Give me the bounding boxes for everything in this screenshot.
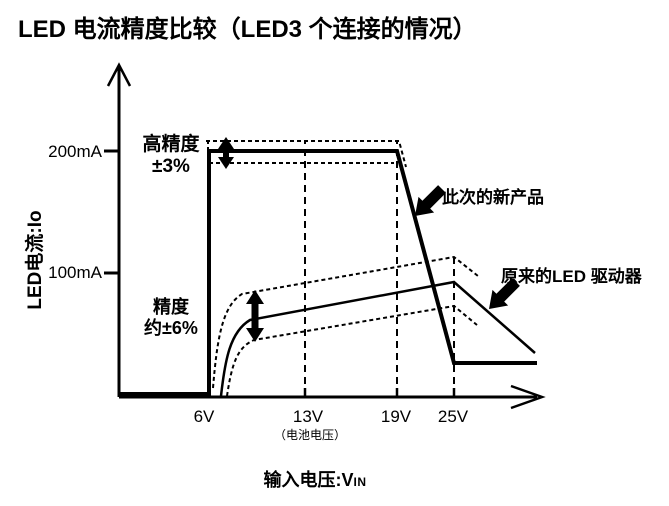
x-axis-label: 输入电压:VIN	[230, 466, 400, 492]
old-driver-pointer-arrow-icon	[489, 278, 520, 309]
x-axis	[119, 384, 546, 410]
high-precision-annotation: 高精度 ±3%	[134, 134, 208, 178]
new-product-pointer-arrow-icon	[415, 185, 446, 216]
x-tick-label-19v: 19V	[380, 407, 412, 426]
y-axis-arrowhead-icon	[106, 62, 132, 87]
page-title: LED 电流精度比较（LED3 个连接的情况）	[18, 16, 477, 43]
tolerance-arrow-3pct-icon	[218, 137, 234, 169]
high-precision-line1: 高精度	[142, 134, 200, 155]
x-tick-label-6v: 6V	[193, 407, 215, 426]
battery-voltage-note: （电池电压）	[273, 428, 346, 442]
x-tick-label-25v: 25V	[437, 407, 469, 426]
high-precision-line2: ±3%	[152, 156, 190, 177]
tolerance-arrow-6pct-icon	[246, 290, 264, 342]
x-axis-label-subscript: IN	[353, 475, 367, 489]
new-product-curve	[120, 149, 537, 396]
x-axis-label-text: 输入电压:V	[263, 470, 354, 490]
y-axis	[104, 62, 132, 397]
y-tick-label-200ma: 200mA	[48, 142, 102, 161]
y-tick-label-100ma: 100mA	[48, 263, 102, 282]
x-axis-arrowhead-icon	[510, 384, 546, 410]
x-tick-label-13v: 13V	[292, 407, 324, 426]
precision-annotation: 精度 约±6%	[136, 297, 206, 339]
y-axis-label: LED电流:Io	[25, 210, 46, 310]
old-driver-label: 原来的LED 驱动器	[501, 267, 642, 286]
old-driver-curve	[219, 280, 536, 397]
precision-line1: 精度	[153, 297, 189, 317]
new-product-label: 此次的新产品	[442, 188, 544, 207]
precision-line2: 约±6%	[144, 318, 198, 338]
